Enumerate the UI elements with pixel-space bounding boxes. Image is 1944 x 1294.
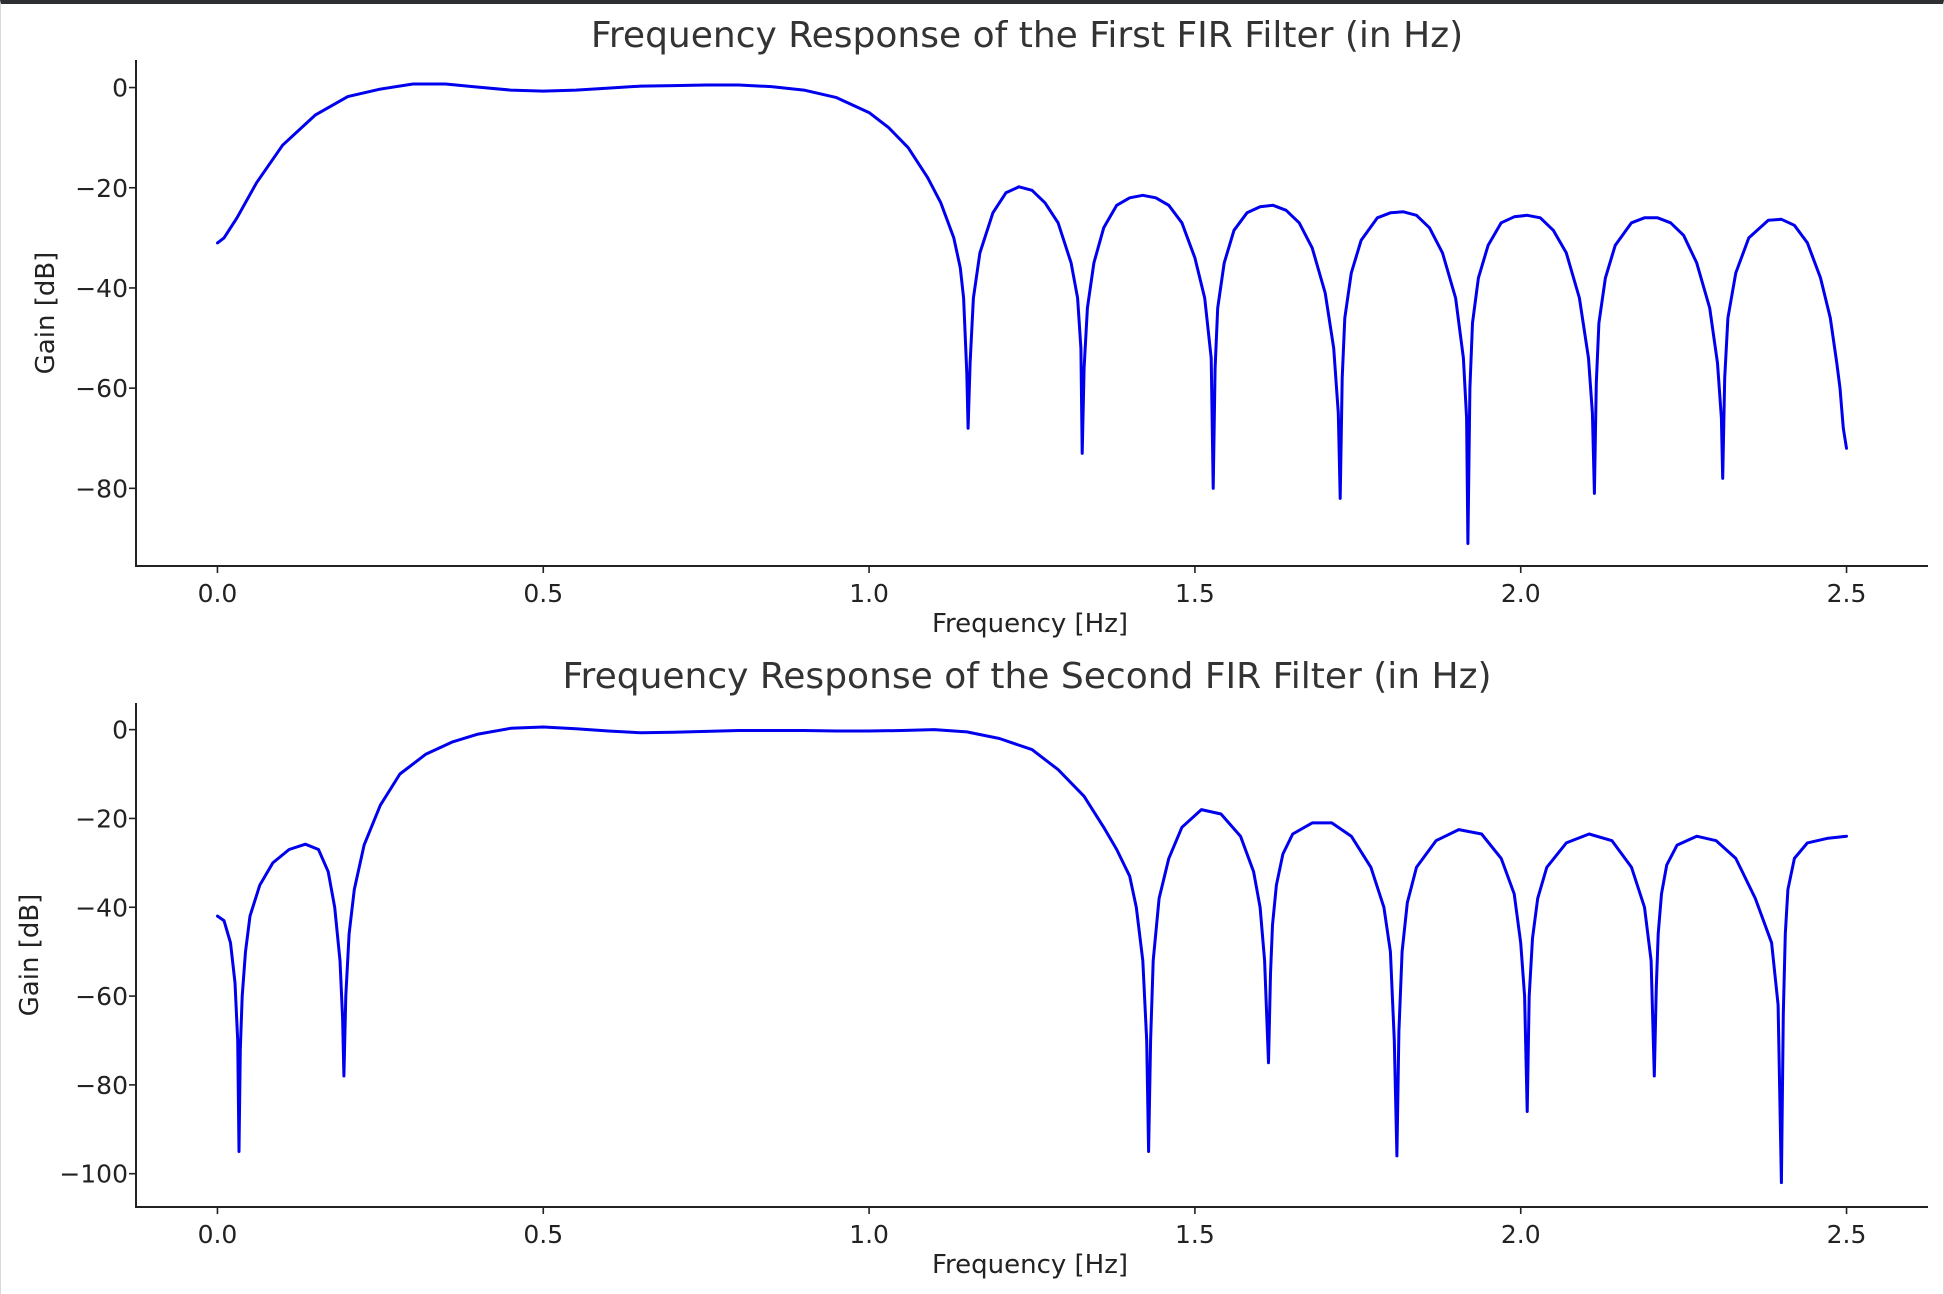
y-tick-label: −40 [75, 274, 128, 303]
series-line [216, 82, 1848, 545]
x-tick-label: 1.0 [849, 579, 889, 608]
axes-spines [135, 60, 1928, 567]
series-line [216, 725, 1848, 1185]
chart-first-fir: Frequency Response of the First FIR Filt… [31, 15, 1928, 639]
axes-spines [135, 703, 1928, 1208]
y-tick-label: −100 [59, 1160, 128, 1189]
x-axis-label: Frequency [Hz] [932, 1250, 1128, 1280]
chart-title: Frequency Response of the Second FIR Fil… [562, 656, 1491, 697]
x-tick-label: 1.5 [1175, 1220, 1215, 1249]
chart-title: Frequency Response of the First FIR Filt… [591, 15, 1463, 56]
x-tick-label: 0.0 [198, 1220, 238, 1249]
chart-second-fir: Frequency Response of the Second FIR Fil… [15, 656, 1928, 1280]
x-tick-label: 2.0 [1501, 579, 1541, 608]
x-tick-label: 2.5 [1827, 579, 1867, 608]
x-tick-label: 1.0 [849, 1220, 889, 1249]
y-tick-label: 0 [112, 74, 128, 103]
y-axis-label: Gain [dB] [31, 252, 61, 375]
x-tick-label: 0.0 [198, 579, 238, 608]
y-axis-label: Gain [dB] [15, 894, 45, 1017]
y-tick-label: −60 [75, 374, 128, 403]
y-tick-label: 0 [112, 716, 128, 745]
y-tick-label: −80 [75, 1071, 128, 1100]
y-tick-label: −80 [75, 474, 128, 503]
y-tick-label: −40 [75, 893, 128, 922]
x-tick-label: 0.5 [523, 579, 563, 608]
x-tick-label: 2.5 [1827, 1220, 1867, 1249]
tick-group: 0.0 0.5 1.0 1.5 2.0 2.5 0 −20 −40 −60 −80 [75, 74, 1866, 608]
x-axis-label: Frequency [Hz] [932, 609, 1128, 639]
y-tick-label: −20 [75, 174, 128, 203]
x-tick-label: 2.0 [1501, 1220, 1541, 1249]
y-tick-label: −60 [75, 982, 128, 1011]
x-tick-label: 1.5 [1175, 579, 1215, 608]
y-tick-label: −20 [75, 804, 128, 833]
tick-group: 0.0 0.5 1.0 1.5 2.0 2.5 0 −20 −40 −60 −80 −100 [59, 716, 1866, 1249]
x-tick-label: 0.5 [523, 1220, 563, 1249]
